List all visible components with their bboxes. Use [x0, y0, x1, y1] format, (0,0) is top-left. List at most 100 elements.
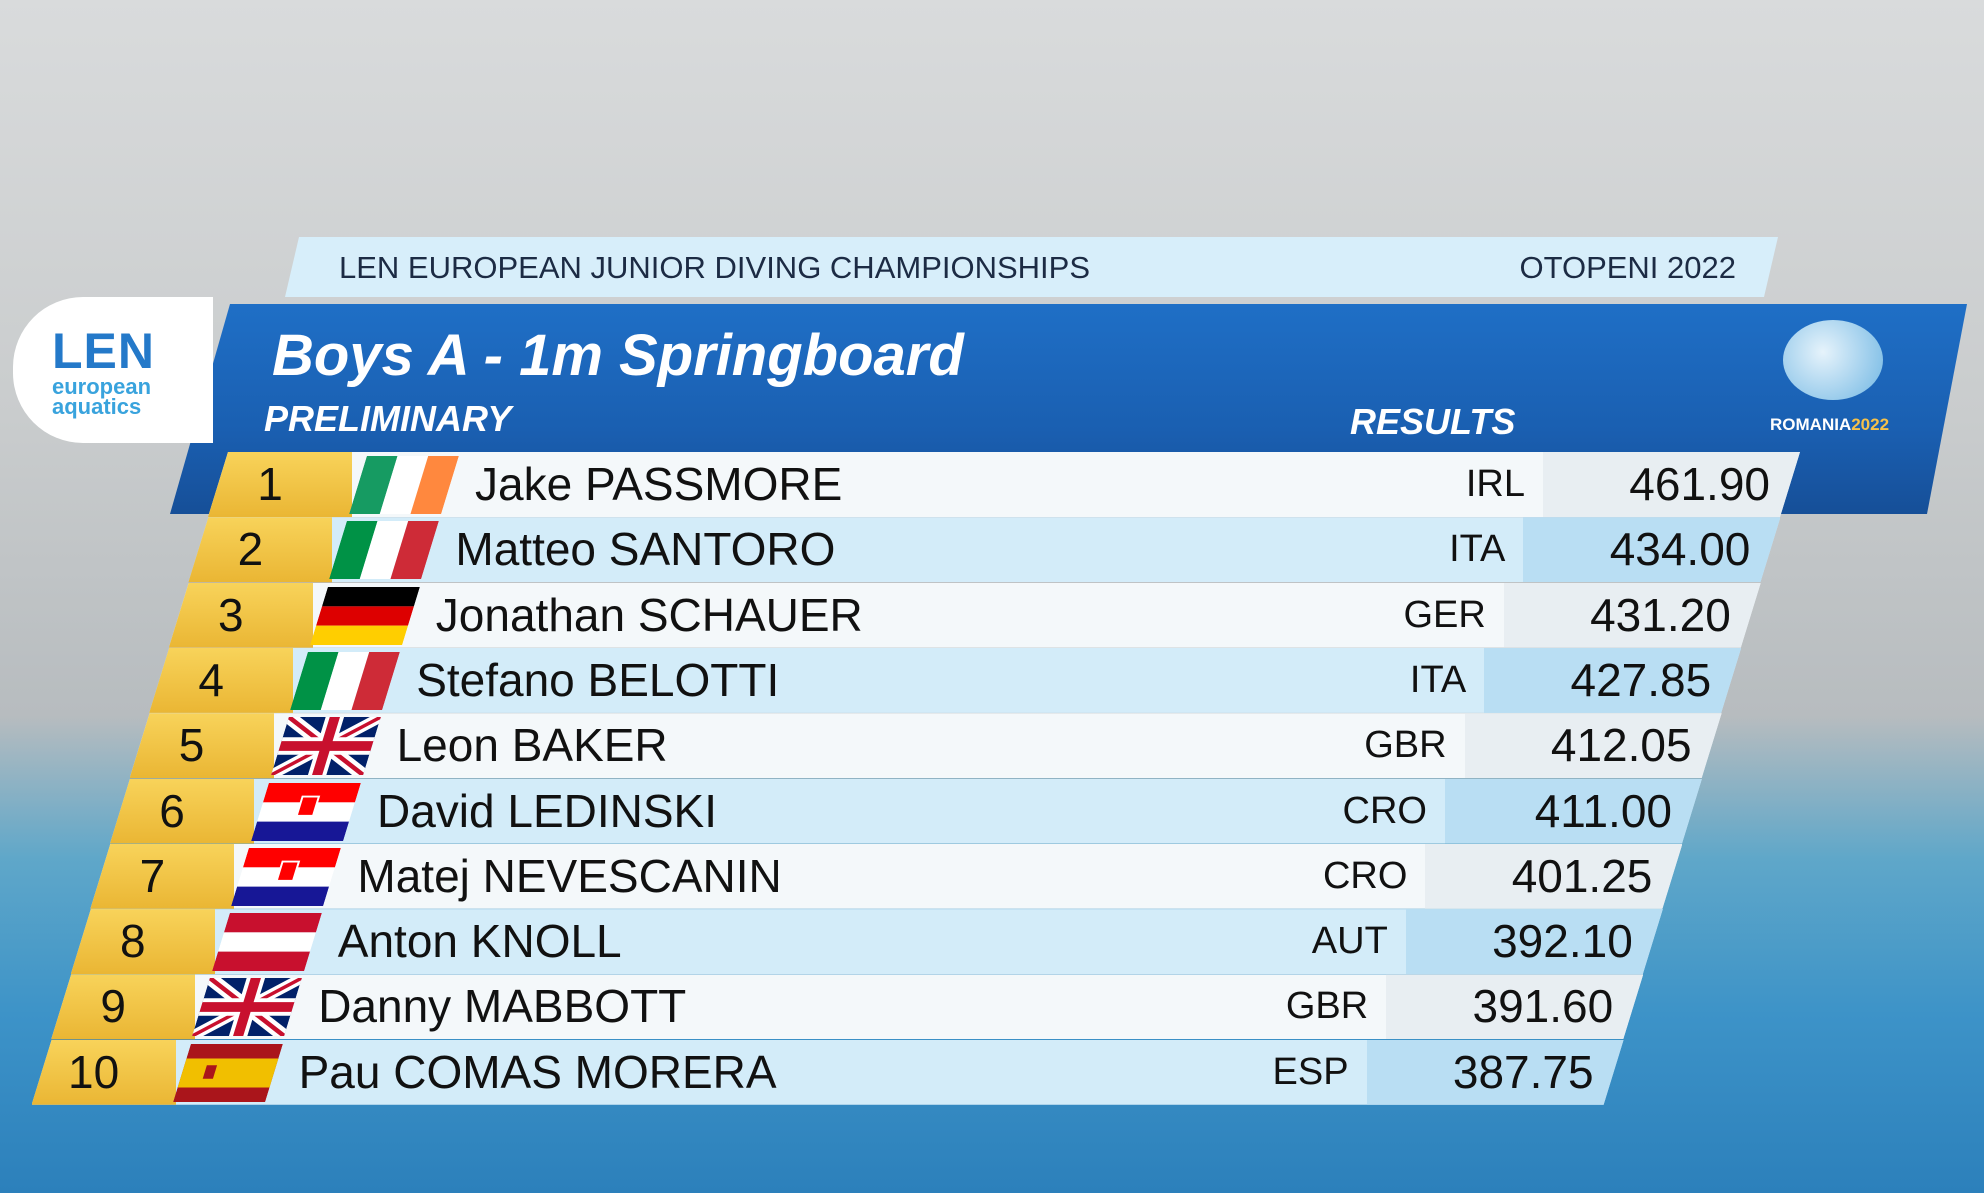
results-label: RESULTS — [1350, 401, 1516, 442]
score-cell — [1484, 648, 1741, 713]
flag — [232, 848, 342, 906]
flag-box — [182, 1044, 274, 1102]
athlete-name: Leon BAKER — [396, 719, 668, 772]
result-row: 6 David LEDINSKI CRO 411.00 — [110, 779, 1702, 844]
score-cell — [1445, 779, 1702, 844]
venue: OTOPENI 2022 — [1519, 250, 1736, 285]
flag-box — [299, 652, 391, 710]
country: ROMANIA — [1770, 415, 1852, 434]
nation: ITA — [1449, 528, 1506, 571]
score-cell — [1504, 583, 1761, 648]
rank-cell — [188, 517, 332, 583]
nation: GBR — [1285, 985, 1369, 1028]
rank: 10 — [68, 1045, 120, 1098]
rank-cell — [51, 974, 195, 1040]
flag — [310, 587, 420, 645]
flag-box — [260, 783, 352, 841]
rank: 8 — [120, 915, 146, 968]
rank-cell — [169, 583, 313, 649]
athlete-name: Danny MABBOTT — [318, 980, 687, 1033]
result-row: 8 Anton KNOLL AUT 392.10 — [71, 909, 1663, 974]
flag — [271, 717, 381, 775]
romania-logo-text: ROMANIA2022 — [1770, 415, 1889, 435]
nation: IRL — [1465, 463, 1525, 505]
result-row: 7 Matej NEVESCANIN CRO 401.25 — [90, 844, 1682, 909]
nation: CRO — [1342, 789, 1427, 832]
rank: 3 — [218, 588, 244, 641]
flag — [349, 456, 459, 514]
score: 427.85 — [1570, 653, 1712, 706]
rank-cell — [71, 909, 215, 975]
athlete-name: David LEDINSKI — [377, 784, 718, 837]
score-cell — [1367, 1040, 1624, 1105]
athlete-name: Matteo SANTORO — [455, 523, 836, 576]
flag-box — [319, 587, 411, 645]
athlete-name: Jake PASSMORE — [475, 458, 843, 510]
score: 401.25 — [1511, 849, 1653, 902]
rank: 5 — [178, 719, 205, 772]
year: 2022 — [1851, 415, 1890, 434]
title: Boys A - 1m Springboard — [272, 323, 964, 388]
len-logo: LEN — [52, 323, 155, 379]
rank-cell — [32, 1040, 176, 1106]
result-row: 9 Danny MABBOTT GBR 391.60 — [51, 974, 1643, 1039]
result-row: 10 Pau COMAS MORERA ESP 387.75 — [32, 1040, 1624, 1105]
flag — [330, 521, 440, 579]
athlete-name: Matej NEVESCANIN — [357, 849, 782, 902]
score: 434.00 — [1609, 523, 1751, 576]
score: 431.20 — [1590, 588, 1731, 641]
athlete-name: Anton KNOLL — [337, 915, 622, 968]
rank: 2 — [237, 523, 264, 576]
flag-box — [240, 848, 332, 906]
flag-box — [221, 913, 313, 971]
len-logo-text: aquatics — [52, 394, 142, 419]
rank-cell — [208, 452, 352, 518]
score: 461.90 — [1629, 458, 1770, 510]
score: 387.75 — [1452, 1045, 1594, 1098]
rank-cell — [110, 779, 254, 845]
athlete-name: Pau COMAS MORERA — [298, 1045, 777, 1098]
score-cell — [1543, 452, 1800, 517]
len-logo-box — [13, 297, 213, 443]
flag-box — [280, 717, 372, 775]
rank: 1 — [257, 458, 283, 510]
score-cell — [1406, 909, 1663, 974]
flag-box — [201, 978, 293, 1036]
rank: 7 — [139, 849, 166, 902]
nation: GBR — [1364, 724, 1447, 767]
flag — [192, 978, 302, 1036]
flag — [251, 783, 361, 841]
phase: PRELIMINARY — [264, 398, 512, 439]
athlete-name: Stefano BELOTTI — [416, 653, 780, 706]
score-cell — [1425, 844, 1682, 909]
header-bar — [285, 237, 1778, 297]
nation: GER — [1403, 593, 1486, 636]
nation: AUT — [1311, 920, 1388, 963]
flag-box — [338, 521, 430, 579]
flag — [290, 652, 400, 710]
rank: 9 — [100, 980, 126, 1033]
score-cell — [1523, 517, 1780, 582]
score: 392.10 — [1492, 915, 1633, 968]
nation: ITA — [1409, 658, 1467, 701]
result-row: 3 Jonathan SCHAUER GER 431.20 — [169, 583, 1761, 648]
score: 391.60 — [1472, 980, 1614, 1033]
score: 411.00 — [1534, 784, 1672, 837]
result-row: 1 Jake PASSMORE IRL 461.90 — [208, 452, 1800, 517]
event-name: LEN EUROPEAN JUNIOR DIVING CHAMPIONSHIPS — [339, 250, 1091, 285]
score-cell — [1465, 713, 1722, 778]
score-cell — [1386, 974, 1643, 1039]
rank: 4 — [198, 653, 224, 706]
romania-logo — [1783, 320, 1883, 400]
rank: 6 — [159, 784, 185, 837]
flag-box — [358, 456, 450, 514]
result-row: 4 Stefano BELOTTI ITA 427.85 — [149, 648, 1741, 713]
rank-cell — [90, 844, 234, 910]
flag — [173, 1044, 283, 1102]
score: 412.05 — [1550, 719, 1692, 772]
athlete-name: Jonathan SCHAUER — [435, 588, 863, 641]
result-row: 2 Matteo SANTORO ITA 434.00 — [188, 517, 1780, 582]
nation: ESP — [1272, 1050, 1349, 1093]
len-logo-text: european — [52, 374, 152, 399]
